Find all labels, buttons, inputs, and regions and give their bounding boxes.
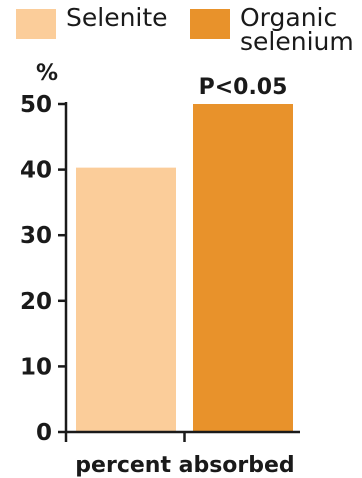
bar-selenite (76, 167, 176, 432)
legend-swatch-selenite (16, 9, 56, 39)
bars-group (76, 104, 293, 432)
x-axis-label: percent absorbed (75, 453, 294, 478)
legend-label-organic-selenium: Organic selenium (240, 3, 354, 56)
y-tick-label-30: 30 (20, 223, 52, 249)
legend-item-selenite: Selenite (16, 3, 168, 39)
significance-annotation: P<0.05 (199, 75, 288, 100)
y-tick-label-10: 10 (20, 354, 52, 380)
y-tick-label-0: 0 (36, 420, 52, 446)
axes-group (58, 102, 300, 442)
y-axis-label: % (36, 61, 58, 86)
y-tick-label-20: 20 (20, 289, 52, 315)
legend-item-organic-selenium: Organic selenium (190, 3, 362, 56)
chart-legend: Selenite Organic selenium (0, 0, 362, 70)
y-tick-label-50: 50 (20, 92, 52, 118)
bar-organic-selenium (193, 104, 293, 432)
labels-group: 0 10 20 30 40 50% P<0.05 percent absorbed (20, 61, 295, 478)
legend-label-selenite: Selenite (66, 3, 168, 32)
legend-swatch-organic-selenium (190, 9, 230, 39)
y-tick-label-40: 40 (20, 158, 52, 184)
